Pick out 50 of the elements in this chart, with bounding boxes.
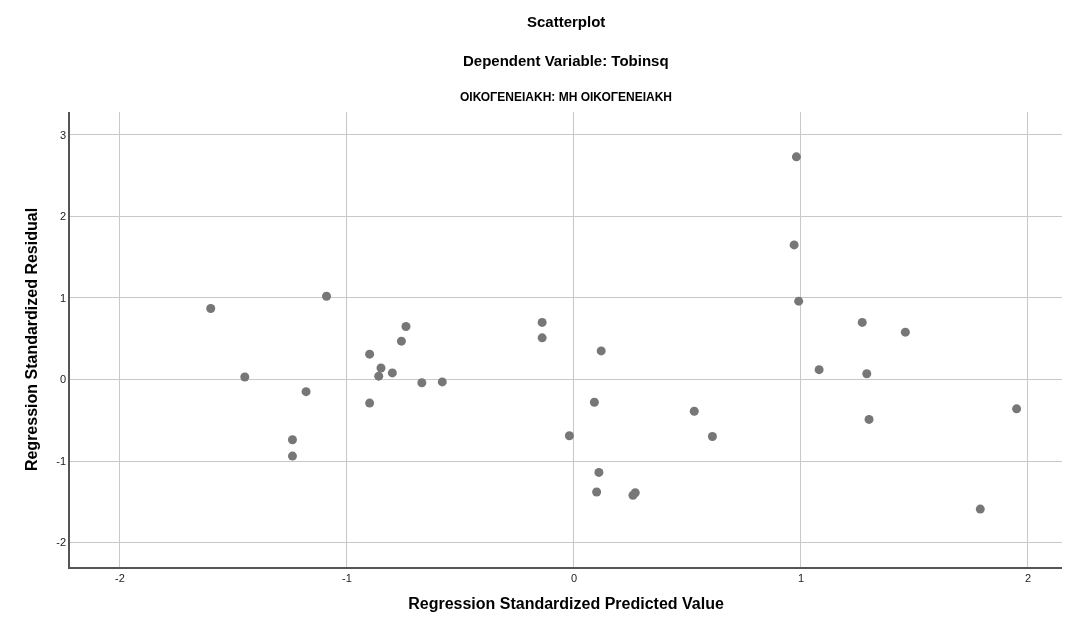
- point: [287, 435, 297, 445]
- point: [596, 346, 606, 356]
- point: [564, 431, 574, 441]
- y-tick-label: -2: [56, 536, 67, 549]
- point: [862, 369, 872, 379]
- point: [374, 371, 384, 381]
- point: [365, 398, 375, 408]
- point: [689, 406, 699, 416]
- point: [975, 504, 985, 514]
- x-tick-label: 1: [797, 571, 805, 584]
- x-tick-label: -2: [115, 571, 125, 584]
- point: [864, 414, 874, 424]
- point: [791, 152, 801, 162]
- x-tick-label: 2: [1024, 571, 1032, 584]
- point: [287, 451, 297, 461]
- point: [322, 291, 332, 301]
- point: [707, 432, 717, 442]
- point: [301, 387, 311, 397]
- y-tick-label: 2: [59, 210, 67, 223]
- point: [537, 333, 547, 343]
- y-tick-label: 1: [59, 291, 67, 304]
- text: ΟΙΚΟΓΕΝΕΙΑΚΗ: ΜΗ ΟΙΚΟΓΕΝΕΙΑΚΗ: [460, 90, 672, 104]
- y-tick-label: 0: [59, 373, 67, 386]
- point: [206, 304, 216, 314]
- point: [794, 296, 804, 306]
- point: [594, 467, 604, 477]
- point: [589, 397, 599, 407]
- x-axis-title: Regression Standardized Predicted Value: [408, 595, 724, 613]
- point: [789, 240, 799, 250]
- x-tick-label: 0: [570, 571, 578, 584]
- point: [396, 336, 406, 346]
- point: [417, 378, 427, 388]
- point: [814, 365, 824, 375]
- y-tick-label: 3: [59, 128, 67, 141]
- point: [437, 377, 447, 387]
- point: [240, 372, 250, 382]
- y-tick-label: -1: [56, 454, 67, 467]
- point: [1012, 404, 1022, 414]
- y-axis-title: Regression Standardized Residual: [22, 207, 40, 472]
- point: [592, 487, 602, 497]
- point: [387, 368, 397, 378]
- point: [376, 363, 386, 373]
- point: [537, 317, 547, 327]
- point: [857, 317, 867, 327]
- point: [900, 327, 910, 337]
- chart-title: Scatterplot: [527, 13, 606, 30]
- point: [401, 321, 411, 331]
- x-tick-label: -1: [342, 571, 352, 584]
- chart-subtitle: Dependent Variable: Tobinsq: [463, 52, 669, 69]
- point: [365, 349, 375, 359]
